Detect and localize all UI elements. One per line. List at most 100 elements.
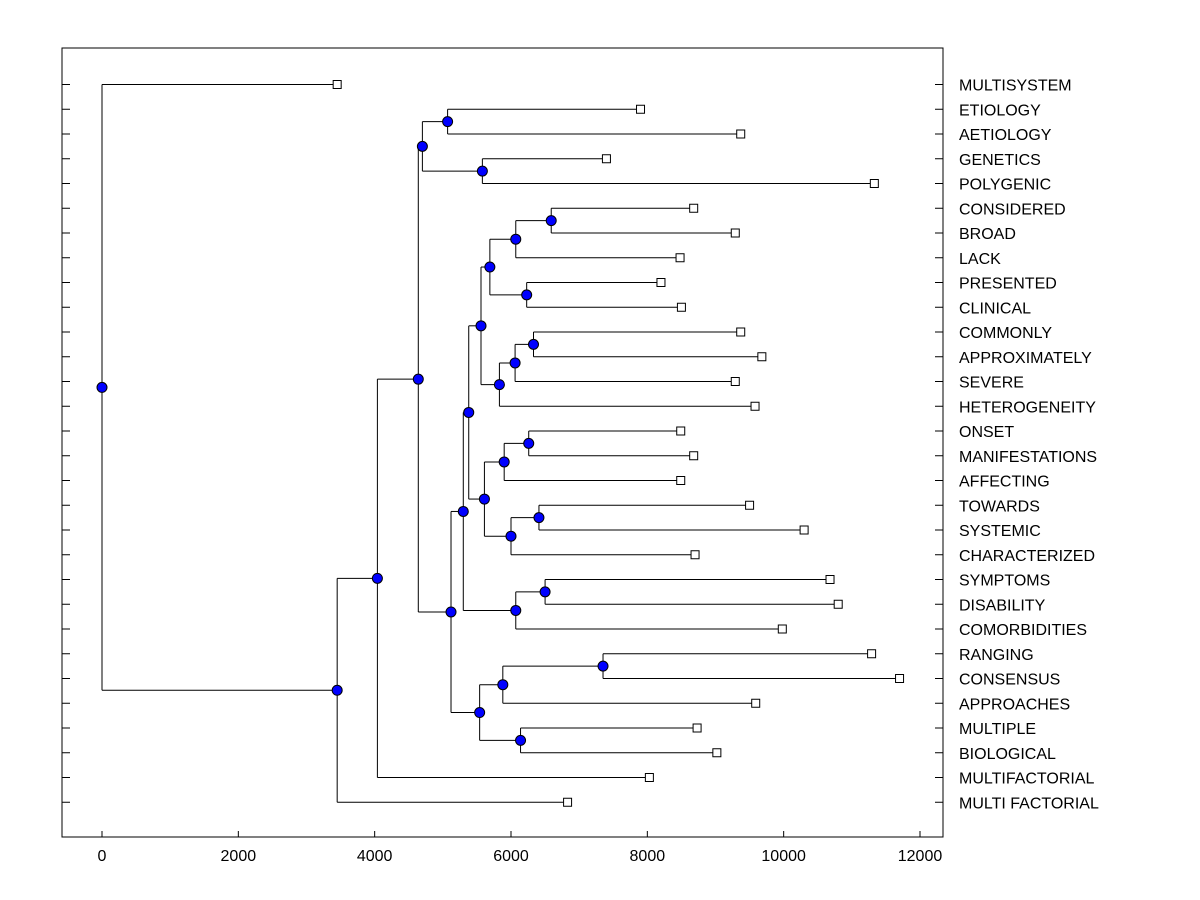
leaf-marker (676, 476, 686, 485)
plot-frame (61, 47, 944, 838)
leaf-label: CONSIDERED (959, 201, 1066, 218)
leaf-label: ETIOLOGY (959, 102, 1041, 119)
leaf-marker (757, 352, 767, 362)
x-tick-label: 4000 (357, 848, 393, 865)
leaf-label: POLYGENIC (959, 177, 1051, 194)
leaf-label: MULTIFACTORIAL (959, 771, 1095, 788)
leaf-label: LACK (959, 251, 1001, 268)
merge-node (597, 660, 609, 672)
merge-node (475, 320, 487, 332)
leaf-marker (777, 624, 787, 634)
leaf-label: PRESENTED (959, 276, 1057, 293)
merge-node (457, 505, 469, 517)
leaf-marker (751, 698, 761, 708)
merge-node (96, 381, 108, 393)
leaf-label: APPROACHES (959, 696, 1070, 713)
leaf-marker (730, 228, 740, 238)
leaf-label: COMMONLY (959, 325, 1052, 342)
merge-nodes (96, 116, 609, 746)
merge-node (539, 586, 551, 598)
x-tick-label: 8000 (630, 848, 666, 865)
leaf-marker (692, 723, 702, 733)
merge-node (371, 572, 383, 584)
leaf-marker (730, 377, 740, 386)
leaf-marker (636, 104, 646, 114)
leaf-marker (712, 748, 722, 758)
leaf-label: MANIFESTATIONS (959, 449, 1097, 466)
merge-node (510, 604, 522, 616)
leaf-marker (750, 401, 760, 411)
leaf-label: AFFECTING (959, 474, 1050, 491)
leaf-label: CONSENSUS (959, 672, 1060, 689)
leaf-label: DISABILITY (959, 597, 1046, 614)
leaf-label: MULTIPLE (959, 721, 1036, 738)
merge-node (533, 512, 545, 524)
merge-node (463, 406, 475, 418)
leaf-label: MULTI FACTORIAL (959, 795, 1099, 812)
x-tick-label: 6000 (493, 848, 529, 865)
leaf-label: TOWARDS (959, 498, 1040, 515)
leaf-label: SYSTEMIC (959, 523, 1041, 540)
y-ticks (62, 84, 943, 803)
leaf-labels: MULTISYSTEM ETIOLOGY AETIOLOGY GENETICS POLY… (959, 78, 1099, 813)
leaf-marker (676, 426, 686, 436)
merge-node (412, 373, 424, 385)
leaf-label: CLINICAL (959, 300, 1031, 317)
leaf-label: SEVERE (959, 375, 1024, 392)
leaf-marker (689, 451, 699, 461)
merge-node (331, 684, 343, 696)
merge-node (521, 289, 533, 301)
leaf-marker (644, 773, 654, 782)
merge-node (515, 734, 527, 746)
leaf-label: BROAD (959, 226, 1016, 243)
leaf-label: CHARACTERIZED (959, 548, 1095, 565)
leaf-marker (799, 525, 809, 535)
leaf-label: RANGING (959, 647, 1034, 664)
leaf-marker (563, 797, 573, 807)
merge-node (442, 116, 454, 128)
merge-node (510, 233, 522, 245)
leaf-marker (656, 278, 666, 287)
x-tick-label: 0 (98, 848, 107, 865)
leaf-label: HETEROGENEITY (959, 399, 1096, 416)
leaf-marker (690, 550, 700, 560)
merge-node (445, 606, 457, 618)
leaf-label: GENETICS (959, 152, 1041, 169)
leaf-marker (895, 674, 905, 683)
merge-node (509, 357, 521, 369)
merge-node (527, 338, 539, 350)
leaf-marker (332, 80, 342, 89)
merge-node (493, 379, 505, 391)
dendrogram-links (101, 84, 900, 803)
leaf-marker (833, 599, 843, 609)
merge-node (505, 530, 517, 542)
merge-node (416, 140, 428, 152)
leaf-marker (736, 129, 746, 139)
leaf-marker (825, 575, 835, 584)
leaf-marker (676, 302, 686, 312)
leaf-marker (745, 500, 755, 510)
leaf-marker (601, 154, 611, 164)
leaf-label: APPROXIMATELY (959, 350, 1092, 367)
merge-node (476, 165, 488, 177)
leaf-marker (869, 179, 879, 188)
leaf-marker (867, 649, 877, 659)
merge-node (497, 679, 509, 691)
merge-node (498, 456, 510, 468)
merge-node (478, 493, 490, 505)
leaf-label: COMORBIDITIES (959, 622, 1087, 639)
leaf-label: ONSET (959, 424, 1014, 441)
leaf-marker (689, 203, 699, 213)
merge-node (545, 215, 557, 227)
leaf-marker (675, 253, 685, 263)
x-tick-label: 2000 (221, 848, 257, 865)
leaf-marker (736, 327, 746, 337)
x-tick-label: 12000 (898, 848, 943, 865)
x-tick-label: 10000 (761, 848, 806, 865)
x-axis: 0 2000 4000 6000 8000 10000 12000 (98, 831, 943, 865)
leaf-label: MULTISYSTEM (959, 78, 1072, 95)
leaf-label: BIOLOGICAL (959, 746, 1056, 763)
merge-node (474, 707, 486, 719)
leaf-label: SYMPTOMS (959, 573, 1050, 590)
